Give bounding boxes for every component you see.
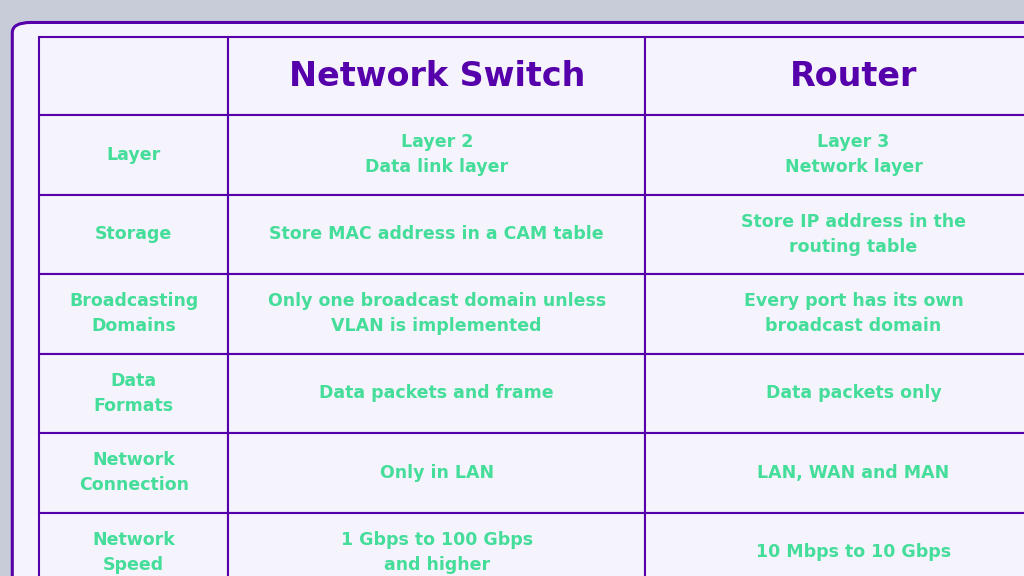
Text: Layer: Layer <box>106 146 161 164</box>
Bar <box>645 115 1024 195</box>
Text: Only one broadcast domain unless
VLAN is implemented: Only one broadcast domain unless VLAN is… <box>267 293 606 335</box>
Text: Store MAC address in a CAM table: Store MAC address in a CAM table <box>269 225 604 244</box>
Bar <box>39 274 228 354</box>
FancyBboxPatch shape <box>12 22 1024 576</box>
Text: Data
Formats: Data Formats <box>93 372 174 415</box>
Text: Broadcasting
Domains: Broadcasting Domains <box>69 293 199 335</box>
Bar <box>645 513 1024 576</box>
Text: Every port has its own
broadcast domain: Every port has its own broadcast domain <box>743 293 964 335</box>
Bar <box>645 195 1024 274</box>
Bar <box>645 274 1024 354</box>
Bar <box>228 274 645 354</box>
Bar <box>645 433 1024 513</box>
Bar <box>228 115 645 195</box>
Text: 1 Gbps to 100 Gbps
and higher: 1 Gbps to 100 Gbps and higher <box>341 531 532 574</box>
Text: Data packets and frame: Data packets and frame <box>319 384 554 403</box>
Bar <box>39 354 228 433</box>
Text: Layer 3
Network layer: Layer 3 Network layer <box>784 134 923 176</box>
Text: LAN, WAN and MAN: LAN, WAN and MAN <box>758 464 949 482</box>
Bar <box>39 433 228 513</box>
Bar <box>228 195 645 274</box>
Bar <box>39 115 228 195</box>
Bar <box>645 37 1024 115</box>
Bar <box>228 513 645 576</box>
Bar <box>228 433 645 513</box>
Text: Network Switch: Network Switch <box>289 60 585 93</box>
Text: Network
Speed: Network Speed <box>92 531 175 574</box>
Bar <box>645 354 1024 433</box>
Text: Layer 2
Data link layer: Layer 2 Data link layer <box>366 134 508 176</box>
Text: Router: Router <box>790 60 918 93</box>
Text: Store IP address in the
routing table: Store IP address in the routing table <box>741 213 966 256</box>
Bar <box>228 37 645 115</box>
Text: Data packets only: Data packets only <box>766 384 941 403</box>
Text: Storage: Storage <box>95 225 172 244</box>
Text: 10 Mbps to 10 Gbps: 10 Mbps to 10 Gbps <box>756 543 951 562</box>
Text: Network
Connection: Network Connection <box>79 452 188 494</box>
Bar <box>39 195 228 274</box>
Bar <box>39 37 228 115</box>
Text: Only in LAN: Only in LAN <box>380 464 494 482</box>
Bar <box>39 513 228 576</box>
Bar <box>228 354 645 433</box>
